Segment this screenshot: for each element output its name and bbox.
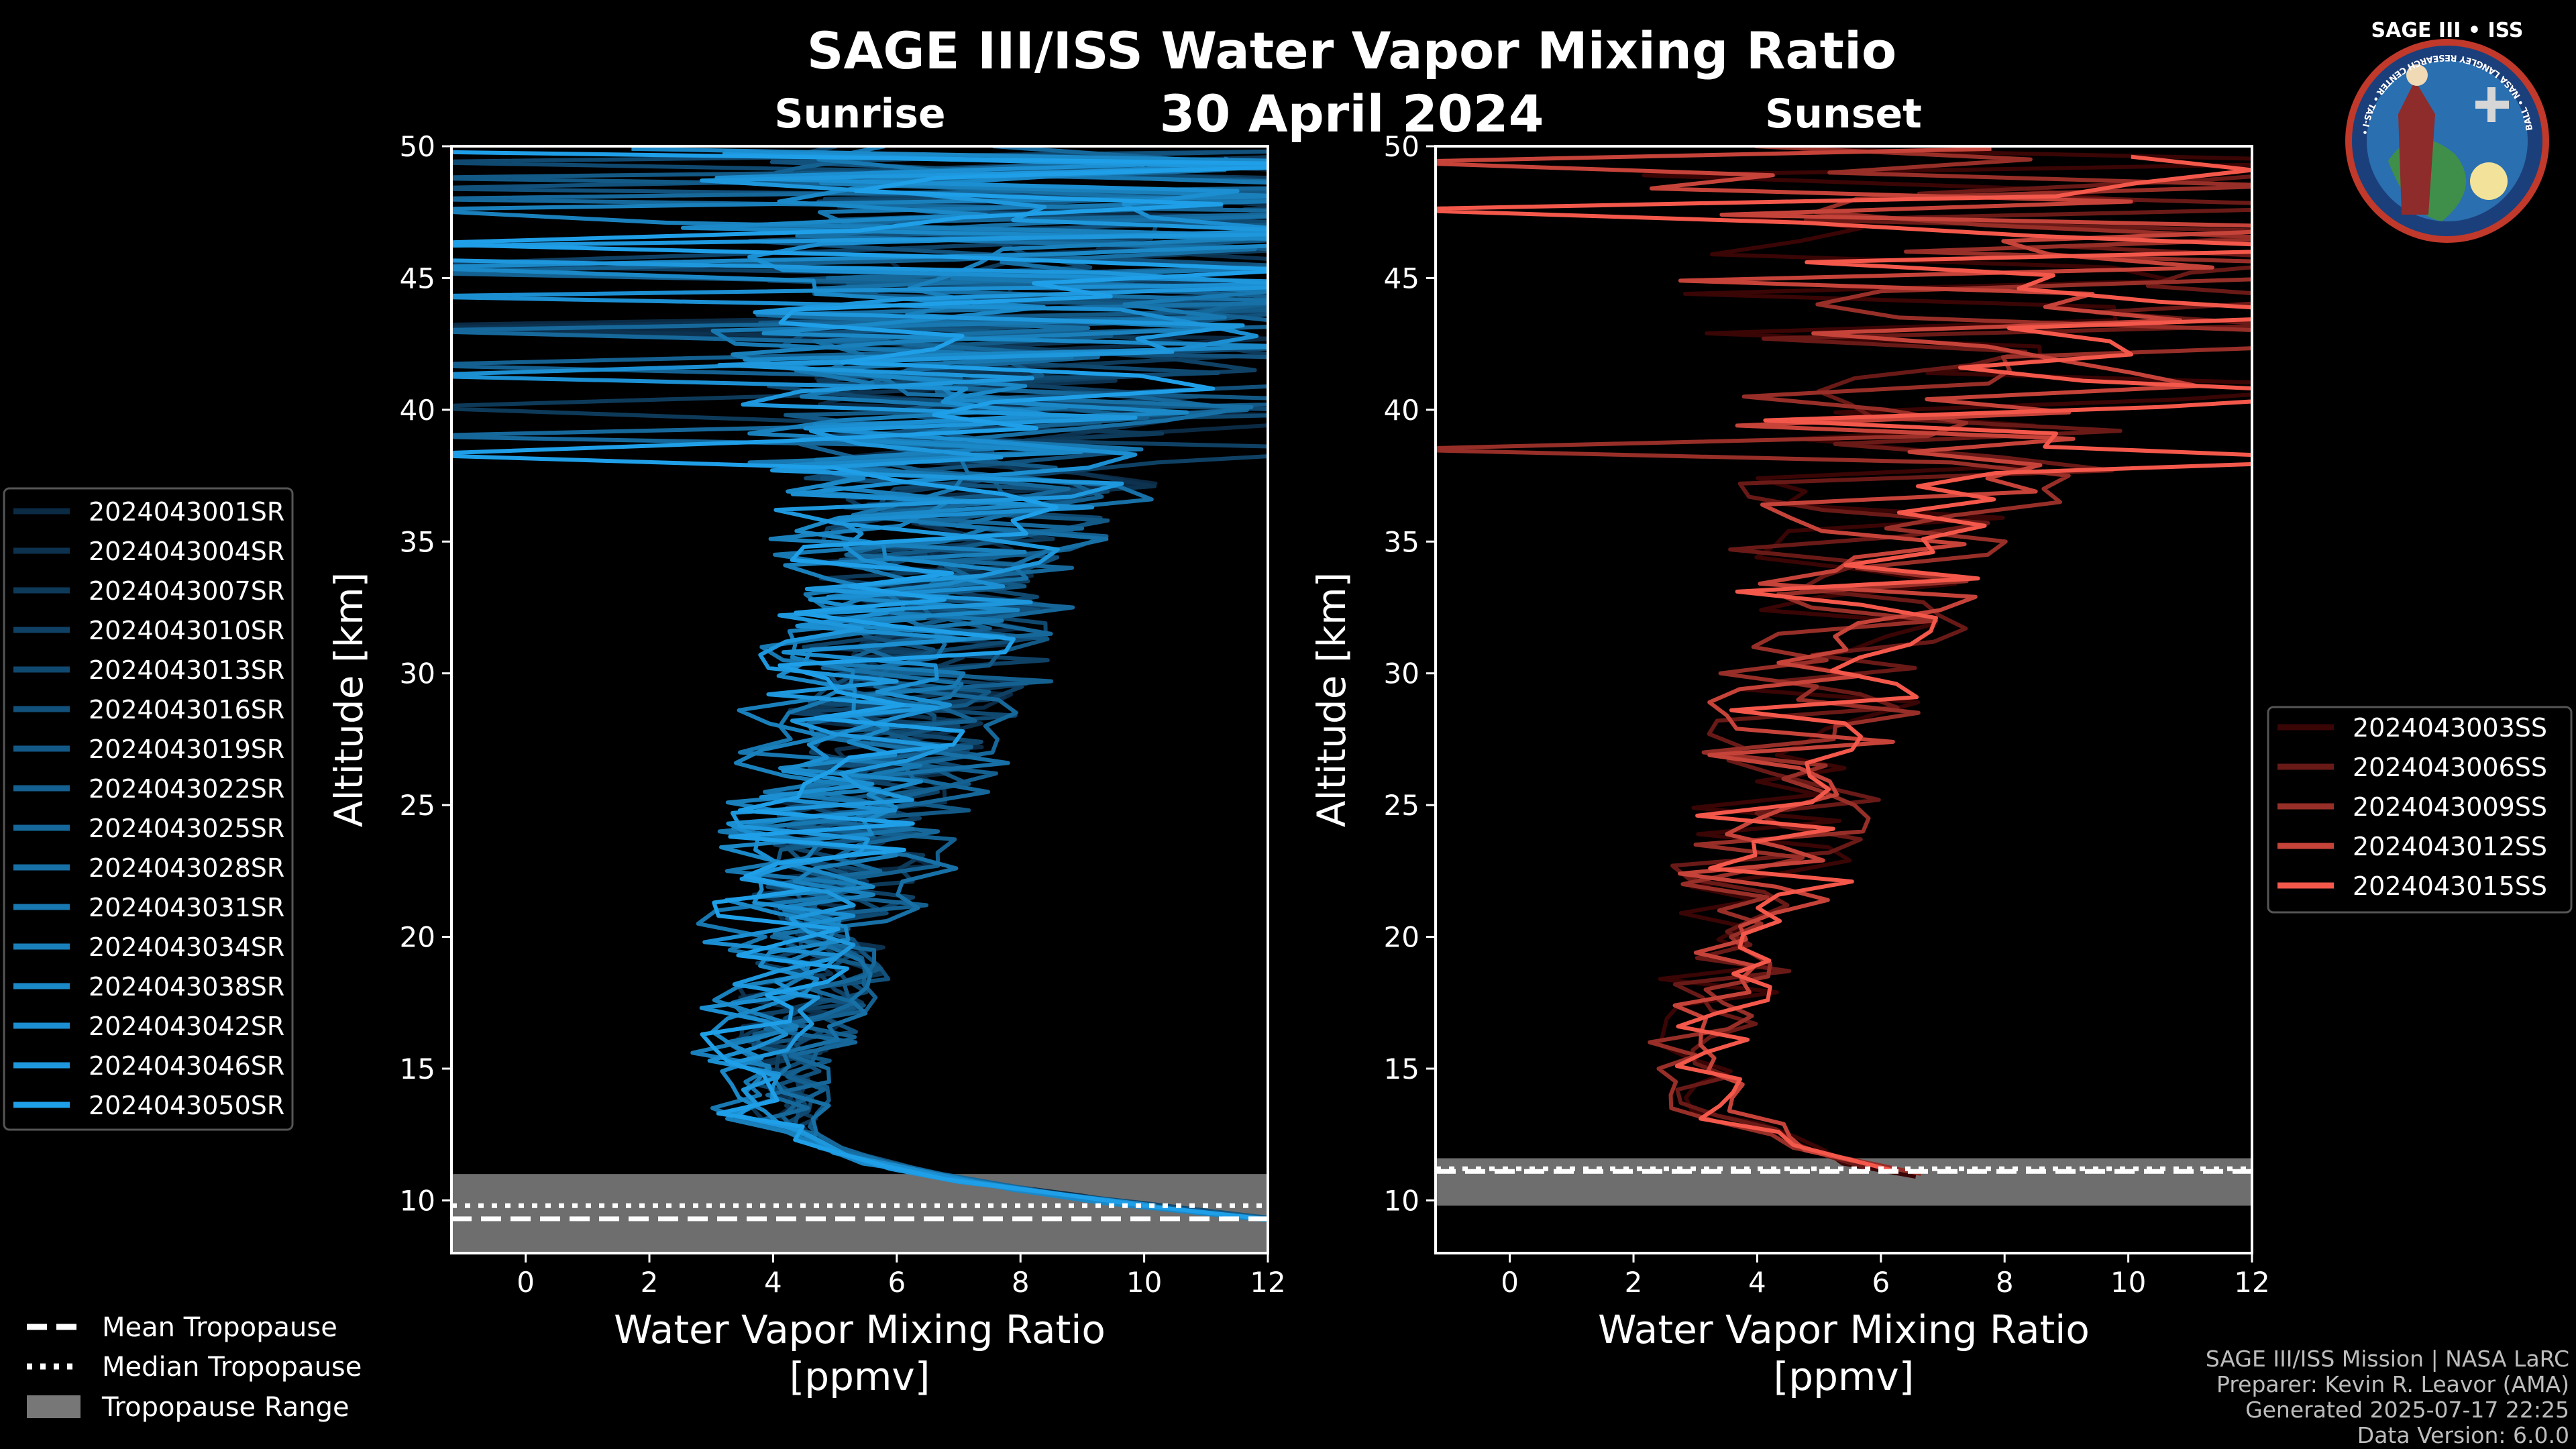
figure-title: SAGE III/ISS Water Vapor Mixing Ratio xyxy=(807,21,1897,80)
profile-2024043009SS xyxy=(1436,146,2252,1177)
sunset-ytick-label: 15 xyxy=(1384,1053,1419,1085)
sunrise-ytick-label: 15 xyxy=(400,1053,435,1085)
sunrise-ytick-label: 35 xyxy=(400,525,435,558)
sunset-ytick-label: 20 xyxy=(1384,921,1419,954)
footer-preparer: Preparer: Kevin R. Leavor (AMA) xyxy=(2216,1371,2569,1397)
legend-label-2024043050SR: 2024043050SR xyxy=(89,1091,284,1120)
legend-label-2024043025SR: 2024043025SR xyxy=(89,814,284,843)
sunset-xtick-label: 0 xyxy=(1501,1266,1519,1299)
tropopause-range-label: Tropopause Range xyxy=(101,1392,350,1423)
sunrise-xtick-label: 6 xyxy=(888,1266,906,1299)
sunset-title: Sunset xyxy=(1765,91,1922,138)
profile-2024043038SR xyxy=(451,146,1268,1222)
sunrise-ytick-label: 20 xyxy=(400,921,435,954)
tropopause-legend: Mean Tropopause Median Tropopause Tropop… xyxy=(27,1312,362,1423)
sunset-xtick-label: 6 xyxy=(1872,1266,1890,1299)
sunset-xtick-label: 2 xyxy=(1625,1266,1643,1299)
legend-label-2024043012SS: 2024043012SS xyxy=(2353,832,2547,861)
sunset-ytick-label: 45 xyxy=(1384,262,1419,294)
figure-date: 30 April 2024 xyxy=(1159,84,1544,144)
sunset-xlabel: Water Vapor Mixing Ratio [ppmv] xyxy=(1598,1307,2090,1399)
sunrise-xtick-label: 4 xyxy=(764,1266,782,1299)
legend-label-2024043019SR: 2024043019SR xyxy=(89,735,284,764)
sunset-ytick-label: 35 xyxy=(1384,525,1419,558)
sunrise-ylabel: Altitude [km] xyxy=(326,572,372,827)
legend-label-2024043013SR: 2024043013SR xyxy=(89,655,284,685)
profile-2024043012SS xyxy=(1436,146,2252,1166)
footer: SAGE III/ISS Mission | NASA LaRC Prepare… xyxy=(2206,1346,2569,1448)
sunset-xtick-label: 8 xyxy=(1996,1266,2014,1299)
sunset-xtick-label: 4 xyxy=(1748,1266,1766,1299)
legend-label-2024043006SS: 2024043006SS xyxy=(2353,753,2547,782)
median-tropopause-label: Median Tropopause xyxy=(102,1352,362,1383)
sunset-xtick-label: 12 xyxy=(2234,1266,2269,1299)
logo-text: SAGE III • ISS xyxy=(2371,19,2524,42)
legend-label-2024043015SS: 2024043015SS xyxy=(2353,871,2547,901)
legend-label-2024043042SR: 2024043042SR xyxy=(89,1012,284,1041)
legend-label-2024043046SR: 2024043046SR xyxy=(89,1051,284,1081)
sunrise-ytick-label: 45 xyxy=(400,262,435,294)
sunrise-ytick-label: 25 xyxy=(400,789,435,822)
sunrise-plot-area xyxy=(451,146,1268,1253)
legend-label-2024043003SS: 2024043003SS xyxy=(2353,713,2547,743)
legend-label-2024043001SR: 2024043001SR xyxy=(89,497,284,527)
footer-mission: SAGE III/ISS Mission | NASA LaRC xyxy=(2206,1346,2569,1372)
legend-label-2024043009SS: 2024043009SS xyxy=(2353,792,2547,822)
sunset-xtick-label: 10 xyxy=(2110,1266,2146,1299)
sunset-ytick-label: 50 xyxy=(1384,130,1419,163)
profile-2024043046SR xyxy=(451,152,1268,1197)
legend-label-2024043038SR: 2024043038SR xyxy=(89,972,284,1002)
legend-label-2024043007SR: 2024043007SR xyxy=(89,576,284,606)
legend-label-2024043031SR: 2024043031SR xyxy=(89,893,284,922)
sunrise-ytick-label: 30 xyxy=(400,657,435,690)
sunrise-xtick-label: 12 xyxy=(1250,1266,1285,1299)
legend-label-2024043016SR: 2024043016SR xyxy=(89,695,284,724)
legend-label-2024043010SR: 2024043010SR xyxy=(89,616,284,645)
sunset-ytick-label: 25 xyxy=(1384,789,1419,822)
sunrise-ytick-label: 10 xyxy=(400,1184,435,1217)
legend-label-2024043028SR: 2024043028SR xyxy=(89,853,284,883)
sunrise-axes-frame xyxy=(450,145,1269,1254)
footer-version: Data Version: 6.0.0 xyxy=(2357,1422,2569,1448)
sunset-ytick-label: 30 xyxy=(1384,657,1419,690)
sunset-panel: Sunset 0 2 4 6 8 10 12 10 15 20 25 30 35 40 45 50 Water V… xyxy=(1309,91,2270,1399)
sunset-tropopause-range xyxy=(1436,1158,2252,1206)
mean-tropopause-label: Mean Tropopause xyxy=(102,1312,337,1343)
sunrise-panel: Sunrise 0 2 4 6 8 10 12 10 15 20 25 30 35 40 45 50 Water … xyxy=(326,91,1286,1399)
profile-2024043015SS xyxy=(1436,154,2252,1174)
sunrise-xtick-label: 10 xyxy=(1126,1266,1162,1299)
sunrise-xtick-label: 0 xyxy=(517,1266,535,1299)
sunrise-ytick-label: 40 xyxy=(400,394,435,427)
sunset-ylabel: Altitude [km] xyxy=(1309,572,1354,827)
sunrise-tropopause-range xyxy=(451,1174,1268,1253)
legend-label-2024043004SR: 2024043004SR xyxy=(89,537,284,566)
sunrise-title: Sunrise xyxy=(774,91,945,138)
footer-generated: Generated 2025-07-17 22:25 xyxy=(2245,1397,2569,1423)
sunrise-legend: 2024043001SR 2024043004SR 2024043007SR 2024… xyxy=(3,487,294,1131)
sunrise-xtick-label: 8 xyxy=(1012,1266,1030,1299)
legend-label-2024043022SR: 2024043022SR xyxy=(89,774,284,804)
sunset-legend: 2024043003SS 2024043006SS 2024043009SS 2024… xyxy=(2267,706,2573,914)
profile-2024043050SR xyxy=(451,150,1268,1221)
tropopause-range-swatch xyxy=(27,1395,80,1418)
sunset-ytick-label: 40 xyxy=(1384,394,1419,427)
sunrise-xtick-label: 2 xyxy=(641,1266,659,1299)
sunset-axes-frame xyxy=(1434,145,2253,1254)
legend-label-2024043034SR: 2024043034SR xyxy=(89,932,284,962)
sunset-plot-area xyxy=(1436,146,2252,1206)
sunrise-xlabel: Water Vapor Mixing Ratio [ppmv] xyxy=(614,1307,1106,1399)
sunrise-ytick-label: 50 xyxy=(400,130,435,163)
sunset-ytick-label: 10 xyxy=(1384,1184,1419,1217)
